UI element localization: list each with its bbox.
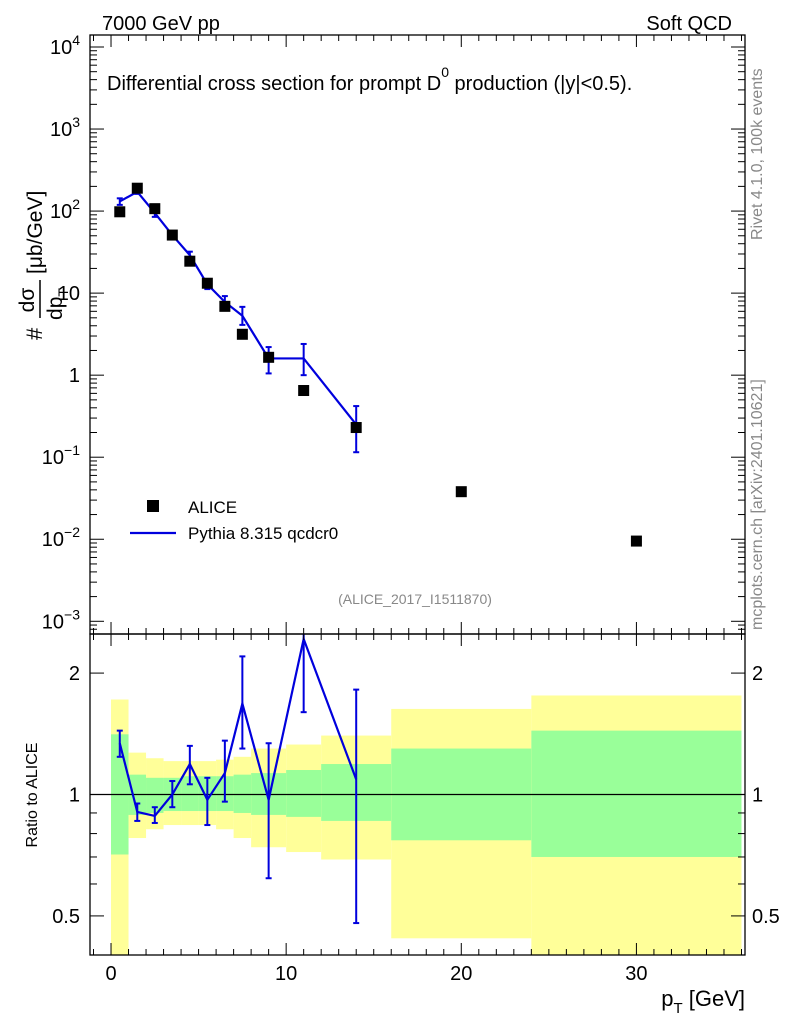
alice-marker bbox=[219, 300, 231, 312]
main-y-label: # dσ dpT [μb/GeV] bbox=[16, 191, 71, 340]
main-frame bbox=[89, 34, 746, 635]
alice-marker bbox=[201, 277, 213, 289]
header-left: 7000 GeV pp bbox=[102, 13, 220, 35]
ratio-marks bbox=[116, 634, 360, 925]
ratio-y-label: Ratio to ALICE bbox=[24, 743, 41, 848]
pythia-line bbox=[119, 190, 358, 426]
x-tick-label: 10 bbox=[275, 963, 297, 985]
ratio-y-tick-label-left: 1 bbox=[69, 785, 80, 807]
x-tick-label: 30 bbox=[625, 963, 647, 985]
y-label-numerator: dσ bbox=[16, 288, 39, 313]
y-tick-label: 103 bbox=[50, 114, 80, 141]
alice-marker bbox=[166, 229, 178, 241]
ratio-y-tick-label-left: 0.5 bbox=[52, 906, 80, 928]
x-tick-label: 20 bbox=[450, 963, 472, 985]
main-marks bbox=[114, 182, 642, 547]
ratio-y-tick-label-right: 0.5 bbox=[752, 906, 780, 928]
alice-marker bbox=[630, 535, 642, 547]
y-label-denominator: dpT bbox=[44, 288, 71, 320]
alice-marker bbox=[298, 385, 310, 397]
alice-marker bbox=[350, 422, 362, 434]
y-label-unit: [μb/GeV] bbox=[24, 191, 47, 274]
mcplots-label: mcplots.cern.ch [arXiv:2401.10621] bbox=[749, 379, 766, 630]
legend-alice-marker bbox=[147, 500, 159, 512]
band-green bbox=[146, 777, 164, 813]
plot-title: Differential cross section for prompt D0… bbox=[107, 64, 632, 95]
ratio-axes: 0 10 20 30 0.5 0.5 1 1 2 2 bbox=[52, 633, 780, 985]
x-label: pT [GeV] bbox=[661, 986, 745, 1017]
alice-marker bbox=[236, 328, 248, 340]
y-tick-label: 10 bbox=[58, 283, 80, 305]
main-axes: 10−3 10−2 10−1 1 10 102 103 104 bbox=[42, 32, 746, 635]
y-tick-label: 1 bbox=[69, 365, 80, 387]
legend-pythia-label: Pythia 8.315 qcdcr0 bbox=[188, 524, 338, 543]
legend-alice-label: ALICE bbox=[188, 498, 237, 517]
y-tick-label: 10−2 bbox=[42, 524, 80, 551]
ratio-y-tick-label-right: 2 bbox=[752, 663, 763, 685]
rivet-label: Rivet 4.1.0, 100k events bbox=[749, 68, 766, 240]
ratio-bands bbox=[90, 695, 745, 955]
band-green bbox=[233, 774, 252, 813]
alice-marker bbox=[184, 255, 196, 267]
alice-marker bbox=[114, 206, 126, 218]
alice-marker bbox=[149, 203, 161, 215]
band-green bbox=[286, 770, 322, 817]
alice-marker bbox=[131, 182, 143, 194]
y-tick-label: 10−1 bbox=[42, 442, 80, 469]
y-tick-label: 104 bbox=[50, 32, 80, 59]
y-tick-label: 10−3 bbox=[42, 606, 80, 633]
alice-marker bbox=[455, 486, 467, 498]
y-label-hash: # bbox=[22, 327, 47, 340]
header-right: Soft QCD bbox=[646, 13, 732, 35]
ratio-y-tick-label-right: 1 bbox=[752, 785, 763, 807]
x-tick-label: 0 bbox=[105, 963, 116, 985]
y-tick-label: 102 bbox=[50, 196, 80, 223]
band-green bbox=[181, 776, 199, 812]
analysis-label: (ALICE_2017_I1511870) bbox=[338, 591, 492, 607]
band-green bbox=[531, 730, 742, 857]
alice-marker bbox=[263, 351, 275, 363]
legend: ALICE Pythia 8.315 qcdcr0 bbox=[130, 498, 338, 543]
ratio-y-tick-label-left: 2 bbox=[69, 663, 80, 685]
